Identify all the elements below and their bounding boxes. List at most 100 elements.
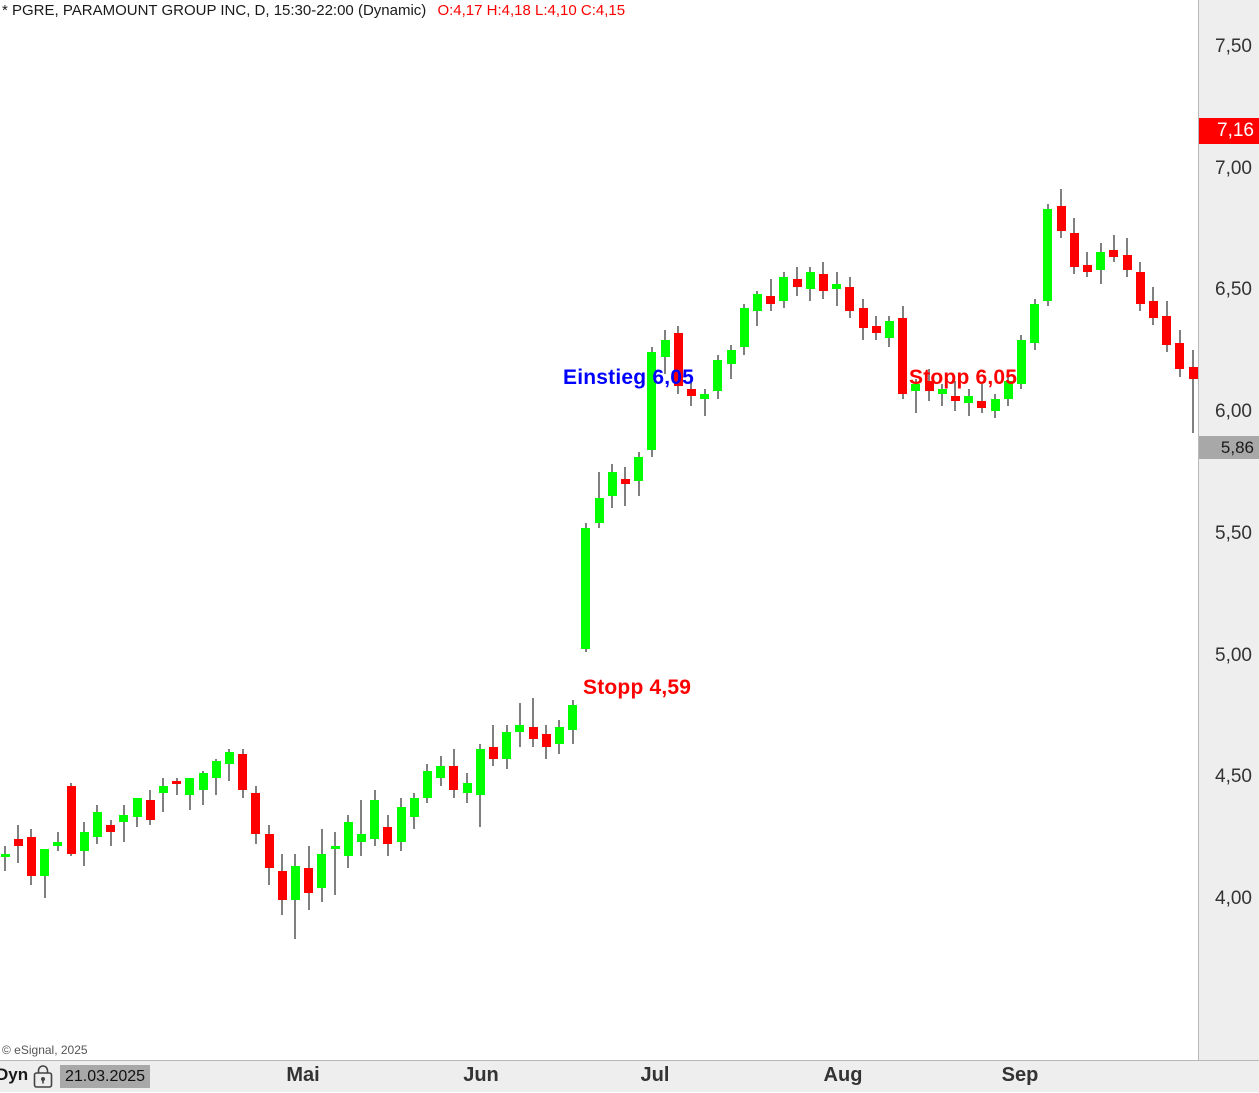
candle-body: [53, 841, 63, 847]
candle-wick: [4, 846, 6, 871]
date-badge[interactable]: 21.03.2025: [60, 1065, 151, 1088]
candle-body: [832, 284, 842, 289]
candle-body: [554, 727, 564, 745]
candle-body: [343, 822, 353, 857]
candle-body: [396, 807, 406, 842]
candle-body: [92, 812, 102, 837]
candle-body: [172, 780, 182, 784]
candle-body: [686, 388, 696, 397]
candle-body: [977, 400, 987, 409]
candle-body: [647, 352, 657, 450]
candle-body: [422, 770, 432, 798]
lock-icon[interactable]: [33, 1065, 53, 1088]
price-tick-label: 7,50: [1215, 36, 1252, 57]
time-tick-label: Sep: [1001, 1064, 1039, 1086]
candle-body: [1162, 315, 1172, 345]
candle-body: [502, 732, 512, 759]
candle-body: [13, 839, 23, 847]
price-tick-label: 7,00: [1215, 157, 1252, 179]
candle-body: [264, 834, 274, 869]
candle-body: [581, 527, 591, 650]
candle-body: [449, 766, 459, 791]
candle-body: [620, 478, 630, 484]
price-axis[interactable]: 7,50 7,00 6,50 6,00 5,50 5,00 4,50 4,00 7,16 5,86: [1198, 0, 1259, 1060]
candle-body: [752, 293, 762, 311]
candle-body: [330, 846, 340, 850]
candle-body: [238, 753, 248, 791]
candle-body: [66, 785, 76, 854]
candle-body: [1003, 381, 1013, 399]
candle-body: [119, 814, 129, 823]
candle-body: [224, 751, 234, 764]
annotation-stopp-605: Stopp 6,05: [909, 366, 1018, 389]
price-tick-label: 6,00: [1215, 401, 1252, 423]
candle-body: [871, 325, 881, 333]
ohlc-readout: O:4,17 H:4,18 L:4,10 C:4,15: [437, 2, 626, 19]
candle-body: [515, 724, 525, 733]
candle-body: [1016, 340, 1026, 384]
copyright-label: © eSignal, 2025: [2, 1043, 88, 1057]
price-tick-label: 5,50: [1215, 522, 1252, 544]
candle-wick: [624, 466, 627, 506]
price-tick-label: 5,00: [1215, 644, 1252, 666]
candle-body: [409, 797, 419, 818]
candle-wick: [914, 379, 917, 414]
candle-wick: [122, 805, 125, 842]
candle-body: [1122, 254, 1132, 270]
candle-wick: [228, 749, 231, 781]
dyn-label: Dyn: [0, 1065, 29, 1084]
candle-wick: [175, 778, 178, 796]
candle-body: [845, 286, 855, 311]
time-tick-label: Jun: [463, 1064, 499, 1086]
candle-body: [40, 848, 50, 876]
candle-body: [937, 388, 947, 394]
candle-body: [964, 396, 974, 404]
candle-body: [1175, 342, 1185, 370]
crosshair-price-badge: 5,86: [1199, 436, 1259, 460]
candle-body: [370, 800, 380, 840]
candlestick-plot[interactable]: [0, 22, 1198, 1042]
chart-title-bar: * PGRE, PARAMOUNT GROUP INC, D, 15:30-22…: [0, 0, 1259, 22]
candle-body: [145, 800, 155, 820]
candle-body: [1135, 271, 1145, 304]
candle-wick: [1112, 235, 1115, 263]
candle-body: [607, 471, 617, 496]
candle-body: [1056, 206, 1066, 231]
candle-body: [158, 785, 168, 793]
candle-body: [1030, 303, 1040, 343]
candle-body: [198, 773, 208, 791]
candle-wick: [1192, 349, 1194, 433]
candle-body: [990, 398, 1000, 411]
candle-wick: [835, 271, 838, 307]
candle-body: [884, 320, 894, 338]
candle-body: [858, 308, 868, 328]
candle-body: [304, 868, 314, 893]
candle-body: [356, 834, 366, 842]
time-axis[interactable]: Dyn 21.03.2025 Mai Jun Jul Aug Sep: [0, 1060, 1259, 1092]
candle-body: [488, 746, 498, 759]
candle-body: [317, 853, 327, 888]
candle-body: [1069, 233, 1079, 268]
candle-wick: [532, 697, 534, 747]
candle-body: [251, 792, 261, 835]
candle-body: [383, 826, 393, 844]
candle-body: [792, 279, 802, 287]
candle-body: [700, 393, 710, 399]
candle-body: [726, 349, 736, 365]
candle-body: [594, 498, 604, 523]
candle-wick: [941, 383, 944, 406]
candle-body: [898, 318, 908, 394]
candle-body: [713, 359, 723, 392]
candle-wick: [162, 778, 165, 813]
candle-wick: [360, 800, 363, 857]
candle-body: [1096, 252, 1106, 270]
candle-body: [660, 340, 670, 358]
candle-body: [436, 766, 446, 779]
time-tick-label: Mai: [286, 1064, 320, 1086]
annotation-einstieg: Einstieg 6,05: [563, 366, 694, 389]
candle-body: [739, 308, 749, 348]
candle-wick: [109, 819, 112, 847]
candle-wick: [703, 388, 706, 416]
candle-body: [277, 870, 287, 900]
